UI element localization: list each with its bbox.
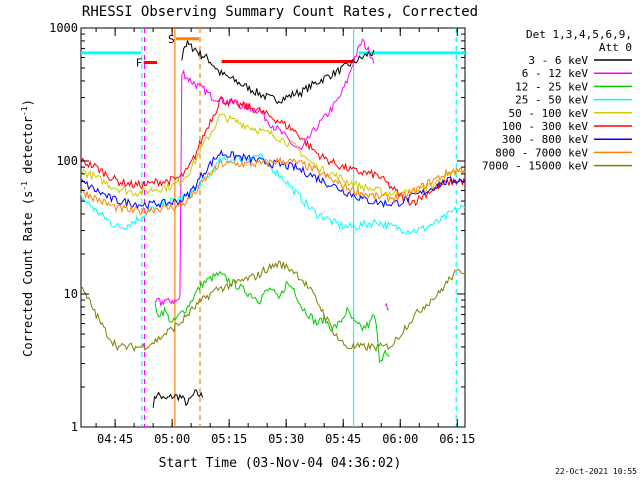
x-tick-label: 04:45 <box>97 432 133 446</box>
legend-label: 7000 - 15000 keV <box>482 160 588 173</box>
legend-label: 12 - 25 keV <box>515 80 588 93</box>
legend-label: 100 - 300 keV <box>502 120 588 133</box>
legend-label: 300 - 800 keV <box>502 133 588 146</box>
x-tick-label: 05:15 <box>211 432 247 446</box>
plot-frame <box>80 27 466 428</box>
y-axis-label: Corrected Count Rate (s-1 detector-1) <box>20 99 35 357</box>
y-tick-label: 1000 <box>49 21 78 35</box>
legend-label: 50 - 100 keV <box>509 107 589 120</box>
attenuator-label: S <box>168 33 175 46</box>
legend-header-line1: Det 1,3,4,5,6,9, <box>526 28 632 41</box>
series-line-0 <box>152 389 204 408</box>
y-axis-label-part3: ) <box>21 99 35 106</box>
legend-label: 3 - 6 keV <box>528 54 588 67</box>
legend-label: 800 - 7000 keV <box>495 146 588 159</box>
x-axis-label: Start Time (03-Nov-04 04:36:02) <box>159 456 402 471</box>
x-tick-label: 05:45 <box>325 432 361 446</box>
x-tick-label: 06:00 <box>382 432 418 446</box>
series-line-9 <box>80 260 466 353</box>
chart-title: RHESSI Observing Summary Count Rates, Co… <box>82 4 478 20</box>
legend-header-line2: Att 0 <box>599 41 632 54</box>
y-tick-label: 1 <box>71 420 78 434</box>
x-axis-ticks: 04:45 05:00 05:15 05:30 05:45 06:00 06:15 <box>95 28 475 446</box>
y-tick-label: 10 <box>64 287 78 301</box>
attenuator-label: F <box>136 57 143 70</box>
x-tick-label: 06:15 <box>439 432 475 446</box>
series-lines <box>80 38 466 408</box>
y-axis-label-group: Corrected Count Rate (s-1 detector-1) <box>20 99 35 357</box>
y-axis-ticks: 1 10 100 1000 <box>49 21 465 434</box>
x-tick-label: 05:00 <box>154 432 190 446</box>
series-line-7 <box>80 149 466 211</box>
y-axis-label-sup1: -1 <box>20 181 29 191</box>
y-tick-label: 100 <box>56 154 78 168</box>
series-line-5 <box>80 113 466 198</box>
series-line-8 <box>80 156 466 216</box>
attenuator-markers: FS <box>136 33 199 70</box>
vertical-markers <box>141 28 457 427</box>
x-tick-label: 05:30 <box>268 432 304 446</box>
y-axis-label-sup2: -1 <box>20 106 29 116</box>
series-line-1 <box>181 40 375 105</box>
y-axis-label-part1: Corrected Count Rate (s <box>21 191 35 357</box>
timestamp: 22-Oct-2021 10:55 <box>555 467 637 476</box>
legend-label: 6 - 12 keV <box>522 67 589 80</box>
y-axis-label-part2: detector <box>21 116 35 181</box>
legend-label: 25 - 50 keV <box>515 94 588 107</box>
series-line-3 <box>154 270 390 364</box>
state-bars <box>81 51 465 63</box>
